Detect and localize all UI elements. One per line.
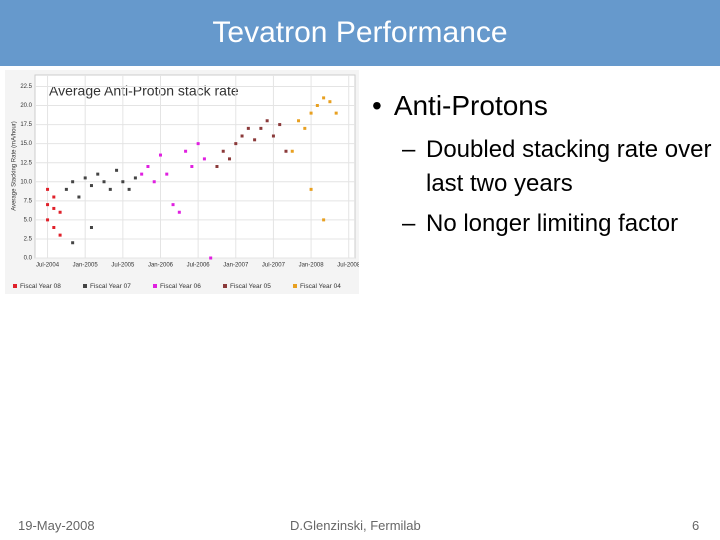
x-tick-label: Jan-2008: [299, 263, 325, 269]
point: [46, 203, 50, 207]
x-tick-label: Jan-2005: [73, 263, 99, 269]
point: [315, 104, 319, 107]
point: [309, 111, 313, 115]
sub-bullet: Doubled stacking rate over last two year…: [402, 133, 720, 201]
point: [271, 134, 275, 138]
point: [190, 165, 194, 168]
point: [158, 153, 162, 157]
legend-marker: [83, 284, 87, 288]
point: [77, 195, 81, 199]
point: [184, 149, 188, 153]
point: [334, 111, 338, 115]
point: [196, 142, 200, 146]
point: [234, 142, 238, 146]
footer-author: D.Glenzinski, Fermilab: [290, 518, 421, 533]
point: [309, 187, 313, 191]
point: [177, 210, 181, 214]
point: [246, 126, 250, 130]
point: [259, 126, 263, 130]
chart-title: Average Anti-Proton stack rate: [49, 83, 239, 99]
x-tick-label: Jul-2004: [36, 263, 60, 269]
point: [71, 241, 75, 245]
slide-title: Tevatron Performance: [0, 0, 720, 66]
point: [83, 176, 87, 180]
point: [89, 226, 93, 229]
point: [253, 138, 257, 142]
legend-marker: [153, 284, 157, 288]
point: [265, 119, 269, 123]
point: [146, 165, 150, 168]
point: [140, 172, 144, 176]
point: [108, 187, 112, 191]
point: [64, 187, 68, 191]
y-tick-label: 7.5: [24, 198, 33, 204]
x-tick-label: Jul-2007: [262, 263, 286, 269]
legend-label: Fiscal Year 06: [160, 283, 201, 290]
point: [303, 126, 307, 130]
point: [52, 195, 56, 199]
point: [58, 233, 62, 237]
point: [121, 180, 125, 184]
point: [165, 172, 169, 176]
point: [46, 218, 50, 222]
point: [152, 180, 156, 184]
x-tick-label: Jul-2008: [337, 263, 359, 269]
point: [171, 203, 175, 207]
y-tick-label: 2.5: [24, 237, 33, 243]
y-axis-label: Average Stacking Rate (mA/hour): [12, 121, 18, 211]
x-tick-label: Jan-2007: [223, 263, 249, 269]
sub-bullet: No longer limiting factor: [402, 207, 720, 241]
point: [89, 184, 93, 188]
y-tick-label: 20.0: [20, 103, 32, 109]
x-tick-label: Jan-2006: [148, 263, 174, 269]
point: [297, 119, 301, 123]
point: [240, 134, 244, 138]
point: [133, 176, 137, 180]
point: [52, 206, 56, 210]
y-tick-label: 17.5: [20, 122, 32, 128]
point: [46, 187, 50, 191]
y-tick-label: 12.5: [20, 160, 32, 166]
point: [322, 96, 326, 100]
y-tick-label: 22.5: [20, 84, 32, 90]
point: [115, 168, 119, 172]
point: [322, 218, 326, 222]
x-tick-label: Jul-2006: [187, 263, 211, 269]
point: [58, 210, 62, 214]
point: [71, 180, 75, 184]
y-tick-label: 15.0: [20, 141, 32, 147]
legend-marker: [223, 284, 227, 288]
footer-date: 19-May-2008: [18, 518, 95, 533]
legend-label: Fiscal Year 07: [90, 283, 131, 290]
point: [209, 256, 213, 260]
point: [102, 180, 106, 184]
y-tick-label: 5.0: [24, 217, 33, 223]
footer-page: 6: [692, 518, 700, 533]
point: [96, 172, 100, 176]
legend-label: Fiscal Year 05: [230, 283, 271, 290]
point: [284, 149, 288, 153]
legend-marker: [293, 284, 297, 288]
y-tick-label: 0.0: [24, 256, 33, 262]
point: [202, 157, 206, 161]
point: [221, 149, 225, 153]
legend-label: Fiscal Year 08: [20, 283, 61, 290]
legend-label: Fiscal Year 04: [300, 283, 341, 290]
point: [215, 165, 219, 168]
x-tick-label: Jul-2005: [111, 263, 135, 269]
point: [328, 100, 332, 104]
point: [278, 123, 282, 127]
y-tick-label: 10.0: [20, 179, 32, 185]
plot-area: [34, 74, 356, 259]
bullet: Anti-Protons: [372, 90, 548, 122]
point: [228, 157, 232, 161]
chart: Average Anti-Proton stack rate Average S…: [5, 70, 359, 294]
point: [290, 149, 294, 153]
point: [127, 187, 131, 191]
point: [52, 226, 56, 229]
legend-marker: [13, 284, 17, 288]
